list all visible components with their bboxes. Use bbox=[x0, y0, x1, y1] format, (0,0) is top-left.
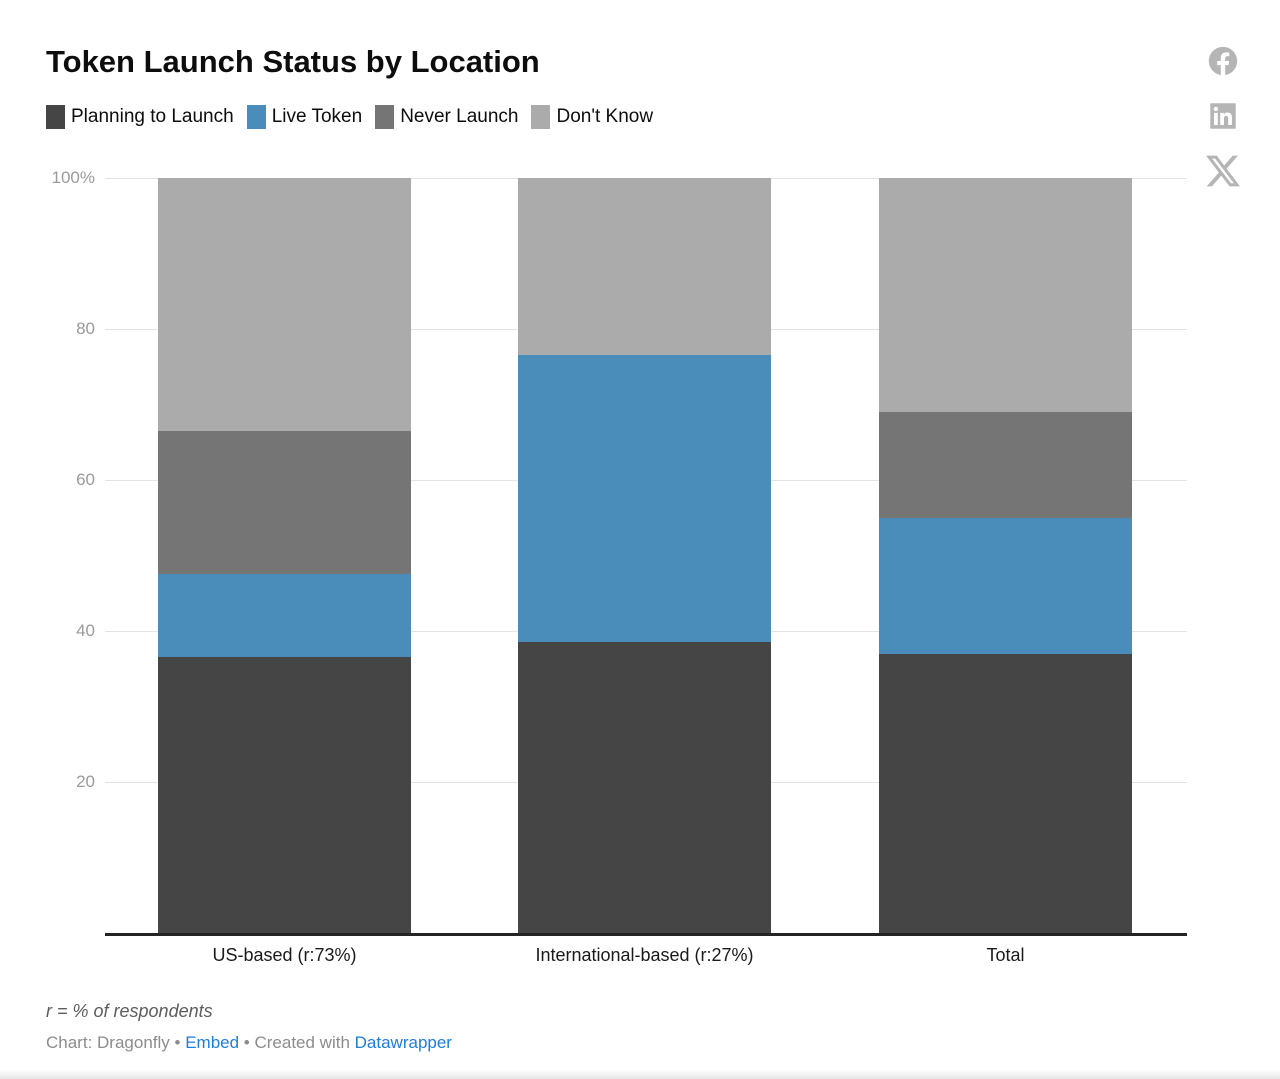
datawrapper-link[interactable]: Datawrapper bbox=[354, 1033, 452, 1052]
x-axis-category-label: US-based (r:73%) bbox=[212, 945, 357, 965]
x-axis-baseline bbox=[105, 933, 1187, 936]
legend-swatch-icon bbox=[246, 105, 266, 129]
bar-segment[interactable] bbox=[518, 642, 771, 933]
attribution-separator-2: • bbox=[239, 1033, 255, 1052]
bar-total bbox=[879, 178, 1132, 933]
linkedin-share-icon[interactable] bbox=[1206, 99, 1240, 133]
y-axis-tick-label: 100% bbox=[51, 168, 95, 187]
bottom-edge-shadow bbox=[0, 1069, 1280, 1079]
legend-swatch-icon bbox=[531, 105, 551, 129]
bar-us-based bbox=[158, 178, 411, 933]
legend-item: Never Launch bbox=[375, 105, 518, 129]
legend-label: Planning to Launch bbox=[71, 106, 234, 127]
bar-segment[interactable] bbox=[158, 574, 411, 658]
bar-segment[interactable] bbox=[158, 178, 411, 431]
legend-swatch-icon bbox=[46, 105, 65, 129]
embed-link[interactable]: Embed bbox=[185, 1033, 240, 1052]
legend-item: Don't Know bbox=[531, 105, 653, 129]
x-twitter-share-icon[interactable] bbox=[1206, 154, 1240, 188]
bar-segment[interactable] bbox=[158, 657, 411, 933]
stacked-bar-chart: 100% 80 60 40 20 US-based (r:73%) Internationa… bbox=[51, 168, 1187, 965]
footnote: r = % of respondents bbox=[46, 1001, 213, 1021]
facebook-share-icon[interactable] bbox=[1206, 44, 1240, 78]
bar-international-based bbox=[518, 178, 771, 933]
legend-item: Planning to Launch bbox=[46, 105, 234, 129]
share-buttons bbox=[1206, 44, 1240, 188]
bar-segment[interactable] bbox=[879, 517, 1132, 654]
legend-swatch-icon bbox=[375, 105, 395, 129]
legend: Planning to Launch Live Token Never Launch… bbox=[46, 105, 653, 129]
attribution-separator-1: • bbox=[169, 1033, 186, 1052]
x-axis-category-label: International-based (r:27%) bbox=[535, 945, 754, 965]
bar-segment[interactable] bbox=[518, 355, 771, 643]
attribution-source: Chart: Dragonfly bbox=[46, 1033, 170, 1052]
y-axis-tick-label: 40 bbox=[76, 621, 95, 640]
y-axis-tick-label: 20 bbox=[76, 772, 95, 791]
legend-label: Never Launch bbox=[400, 106, 519, 127]
legend-item: Live Token bbox=[246, 105, 363, 129]
attribution-created-with: Created with bbox=[254, 1033, 355, 1052]
bar-segment[interactable] bbox=[879, 653, 1132, 933]
y-axis-tick-label: 80 bbox=[76, 319, 95, 338]
legend-label: Don't Know bbox=[556, 106, 654, 127]
y-axis-tick-label: 60 bbox=[76, 470, 95, 489]
bar-segment[interactable] bbox=[158, 431, 411, 575]
attribution: Chart: Dragonfly • Embed • Created with … bbox=[46, 1033, 452, 1053]
bar-segment[interactable] bbox=[518, 178, 771, 356]
x-axis-category-label: Total bbox=[986, 945, 1025, 965]
legend-label: Live Token bbox=[271, 106, 363, 127]
bar-segment[interactable] bbox=[879, 178, 1132, 412]
chart-title: Token Launch Status by Location bbox=[46, 44, 540, 79]
bar-segment[interactable] bbox=[879, 412, 1132, 518]
